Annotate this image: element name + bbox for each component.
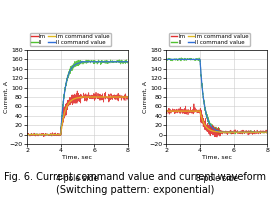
X-axis label: Time, sec: Time, sec [202,155,232,160]
Y-axis label: Current, A: Current, A [3,81,8,113]
Text: 4-pole side: 4-pole side [56,174,99,183]
Text: 8-pole side: 8-pole side [196,174,238,183]
Legend: Im, Il, Im command value, Il command value: Im, Il, Im command value, Il command val… [169,33,250,46]
X-axis label: Time, sec: Time, sec [62,155,93,160]
Legend: Im, Il, Im command value, Il command value: Im, Il, Im command value, Il command val… [30,33,111,46]
Text: Fig. 6. Current command value and current waveform
(Switching pattern: exponenti: Fig. 6. Current command value and curren… [4,172,266,195]
Y-axis label: Current, A: Current, A [143,81,148,113]
